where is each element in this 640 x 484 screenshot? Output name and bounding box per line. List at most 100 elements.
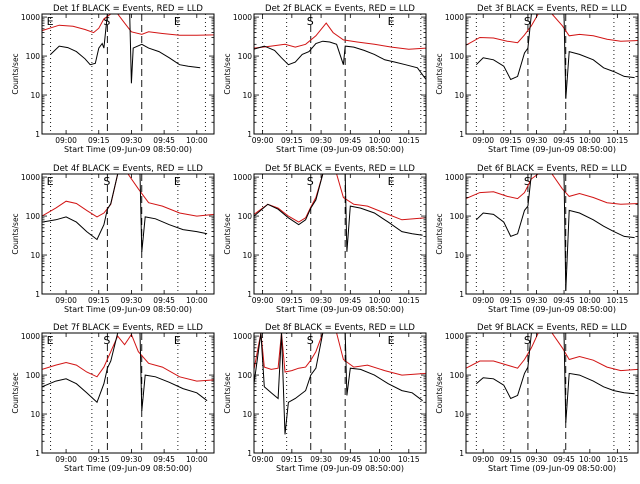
- marker-label: S: [307, 175, 314, 188]
- y-tick-label: 1000: [233, 13, 252, 22]
- x-tick-label: 10:00: [579, 136, 601, 145]
- y-axis-label: Counts/sec: [11, 372, 20, 413]
- x-tick-label: 09:15: [500, 136, 522, 145]
- x-tick-label: 09:15: [500, 455, 522, 464]
- y-tick-label: 100: [450, 212, 465, 221]
- x-tick-label: 10:00: [186, 136, 208, 145]
- y-tick-label: 10: [30, 91, 40, 100]
- x-tick-label: 09:00: [55, 455, 77, 464]
- series-line-events: [254, 333, 423, 435]
- marker-label: E: [174, 175, 181, 188]
- y-tick-label: 10: [242, 251, 252, 260]
- plot-frame: [465, 173, 639, 295]
- y-tick-label: 1000: [21, 332, 40, 341]
- x-tick-label: 09:15: [281, 455, 303, 464]
- y-tick-label: 10: [454, 251, 464, 260]
- marker-label: S: [307, 334, 314, 347]
- y-axis-label: Counts/sec: [223, 372, 232, 413]
- y-tick-label: 1: [459, 449, 464, 458]
- x-tick-label: 09:15: [88, 296, 110, 305]
- plot-frame: [41, 13, 215, 135]
- x-tick-label: 10:00: [369, 136, 391, 145]
- plot-frame: [41, 332, 215, 454]
- panel-title: Det 3f BLACK = Events, RED = LLD: [477, 4, 627, 14]
- x-tick-label: 10:00: [579, 455, 601, 464]
- x-tick-label: 09:45: [153, 296, 175, 305]
- x-tick-label: 09:30: [121, 455, 143, 464]
- marker-label: E: [388, 334, 395, 347]
- x-axis-label: Start Time (09-Jun-09 08:50:00): [488, 305, 616, 314]
- marker-label: E: [47, 334, 54, 347]
- y-tick-label: 10: [242, 410, 252, 419]
- x-tick-label: 09:00: [472, 296, 494, 305]
- y-axis-label: Counts/sec: [435, 53, 444, 94]
- y-tick-label: 1000: [445, 173, 464, 182]
- x-tick-label: 09:45: [340, 136, 362, 145]
- x-axis-label: Start Time (09-Jun-09 08:50:00): [488, 145, 616, 154]
- y-tick-label: 1: [35, 449, 40, 458]
- x-tick-label: 09:45: [153, 136, 175, 145]
- x-tick-label: 09:30: [526, 136, 548, 145]
- marker-label: S: [524, 175, 531, 188]
- x-tick-label: 10:00: [186, 296, 208, 305]
- plot-frame: [465, 332, 639, 454]
- x-tick-label: 09:30: [310, 136, 332, 145]
- panel-title: Det 1f BLACK = Events, RED = LLD: [53, 4, 203, 14]
- x-tick-label: 09:45: [553, 296, 575, 305]
- series-line-events: [42, 333, 208, 411]
- x-tick-label: 09:45: [153, 455, 175, 464]
- x-axis-label: Start Time (09-Jun-09 08:50:00): [276, 464, 404, 473]
- y-tick-label: 1000: [21, 13, 40, 22]
- y-tick-label: 100: [238, 212, 253, 221]
- series-line-events: [254, 40, 426, 80]
- y-tick-label: 1000: [21, 173, 40, 182]
- series-line-lld: [254, 333, 426, 376]
- x-tick-label: 09:30: [526, 296, 548, 305]
- series-line-lld: [42, 333, 214, 382]
- marker-label: S: [307, 15, 314, 28]
- y-tick-label: 1000: [445, 13, 464, 22]
- y-tick-label: 100: [238, 371, 253, 380]
- x-tick-label: 10:00: [186, 455, 208, 464]
- panel-title: Det 6f BLACK = Events, RED = LLD: [477, 164, 627, 174]
- marker-label: E: [174, 15, 181, 28]
- y-tick-label: 10: [30, 251, 40, 260]
- x-axis-label: Start Time (09-Jun-09 08:50:00): [64, 305, 192, 314]
- panel-title: Det 7f BLACK = Events, RED = LLD: [53, 323, 203, 333]
- y-tick-label: 100: [26, 52, 41, 61]
- x-tick-label: 10:00: [369, 296, 391, 305]
- panel-title: Det 8f BLACK = Events, RED = LLD: [265, 323, 415, 333]
- x-tick-label: 09:15: [88, 136, 110, 145]
- x-tick-label: 09:30: [121, 136, 143, 145]
- marker-label: S: [524, 334, 531, 347]
- x-tick-label: 09:15: [88, 455, 110, 464]
- series-line-events: [254, 174, 423, 252]
- y-tick-label: 1: [459, 290, 464, 299]
- marker-label: E: [47, 175, 54, 188]
- x-tick-label: 10:15: [607, 136, 629, 145]
- y-tick-label: 1000: [233, 332, 252, 341]
- x-tick-label: 09:45: [553, 455, 575, 464]
- series-line-lld: [254, 22, 426, 50]
- plot-frame: [253, 13, 427, 135]
- x-tick-label: 09:15: [500, 296, 522, 305]
- y-tick-label: 10: [454, 91, 464, 100]
- y-tick-label: 1: [247, 130, 252, 139]
- x-tick-label: 09:45: [340, 296, 362, 305]
- series-line-lld: [466, 174, 638, 205]
- marker-label: S: [524, 15, 531, 28]
- plot-frame: [253, 173, 427, 295]
- x-tick-label: 09:00: [472, 136, 494, 145]
- panel-title: Det 2f BLACK = Events, RED = LLD: [265, 4, 415, 14]
- x-axis-label: Start Time (09-Jun-09 08:50:00): [64, 464, 192, 473]
- series-line-events: [50, 14, 201, 84]
- series-line-lld: [466, 333, 638, 372]
- series-line-events: [475, 14, 635, 99]
- marker-label: S: [103, 334, 110, 347]
- series-line-events: [475, 333, 635, 423]
